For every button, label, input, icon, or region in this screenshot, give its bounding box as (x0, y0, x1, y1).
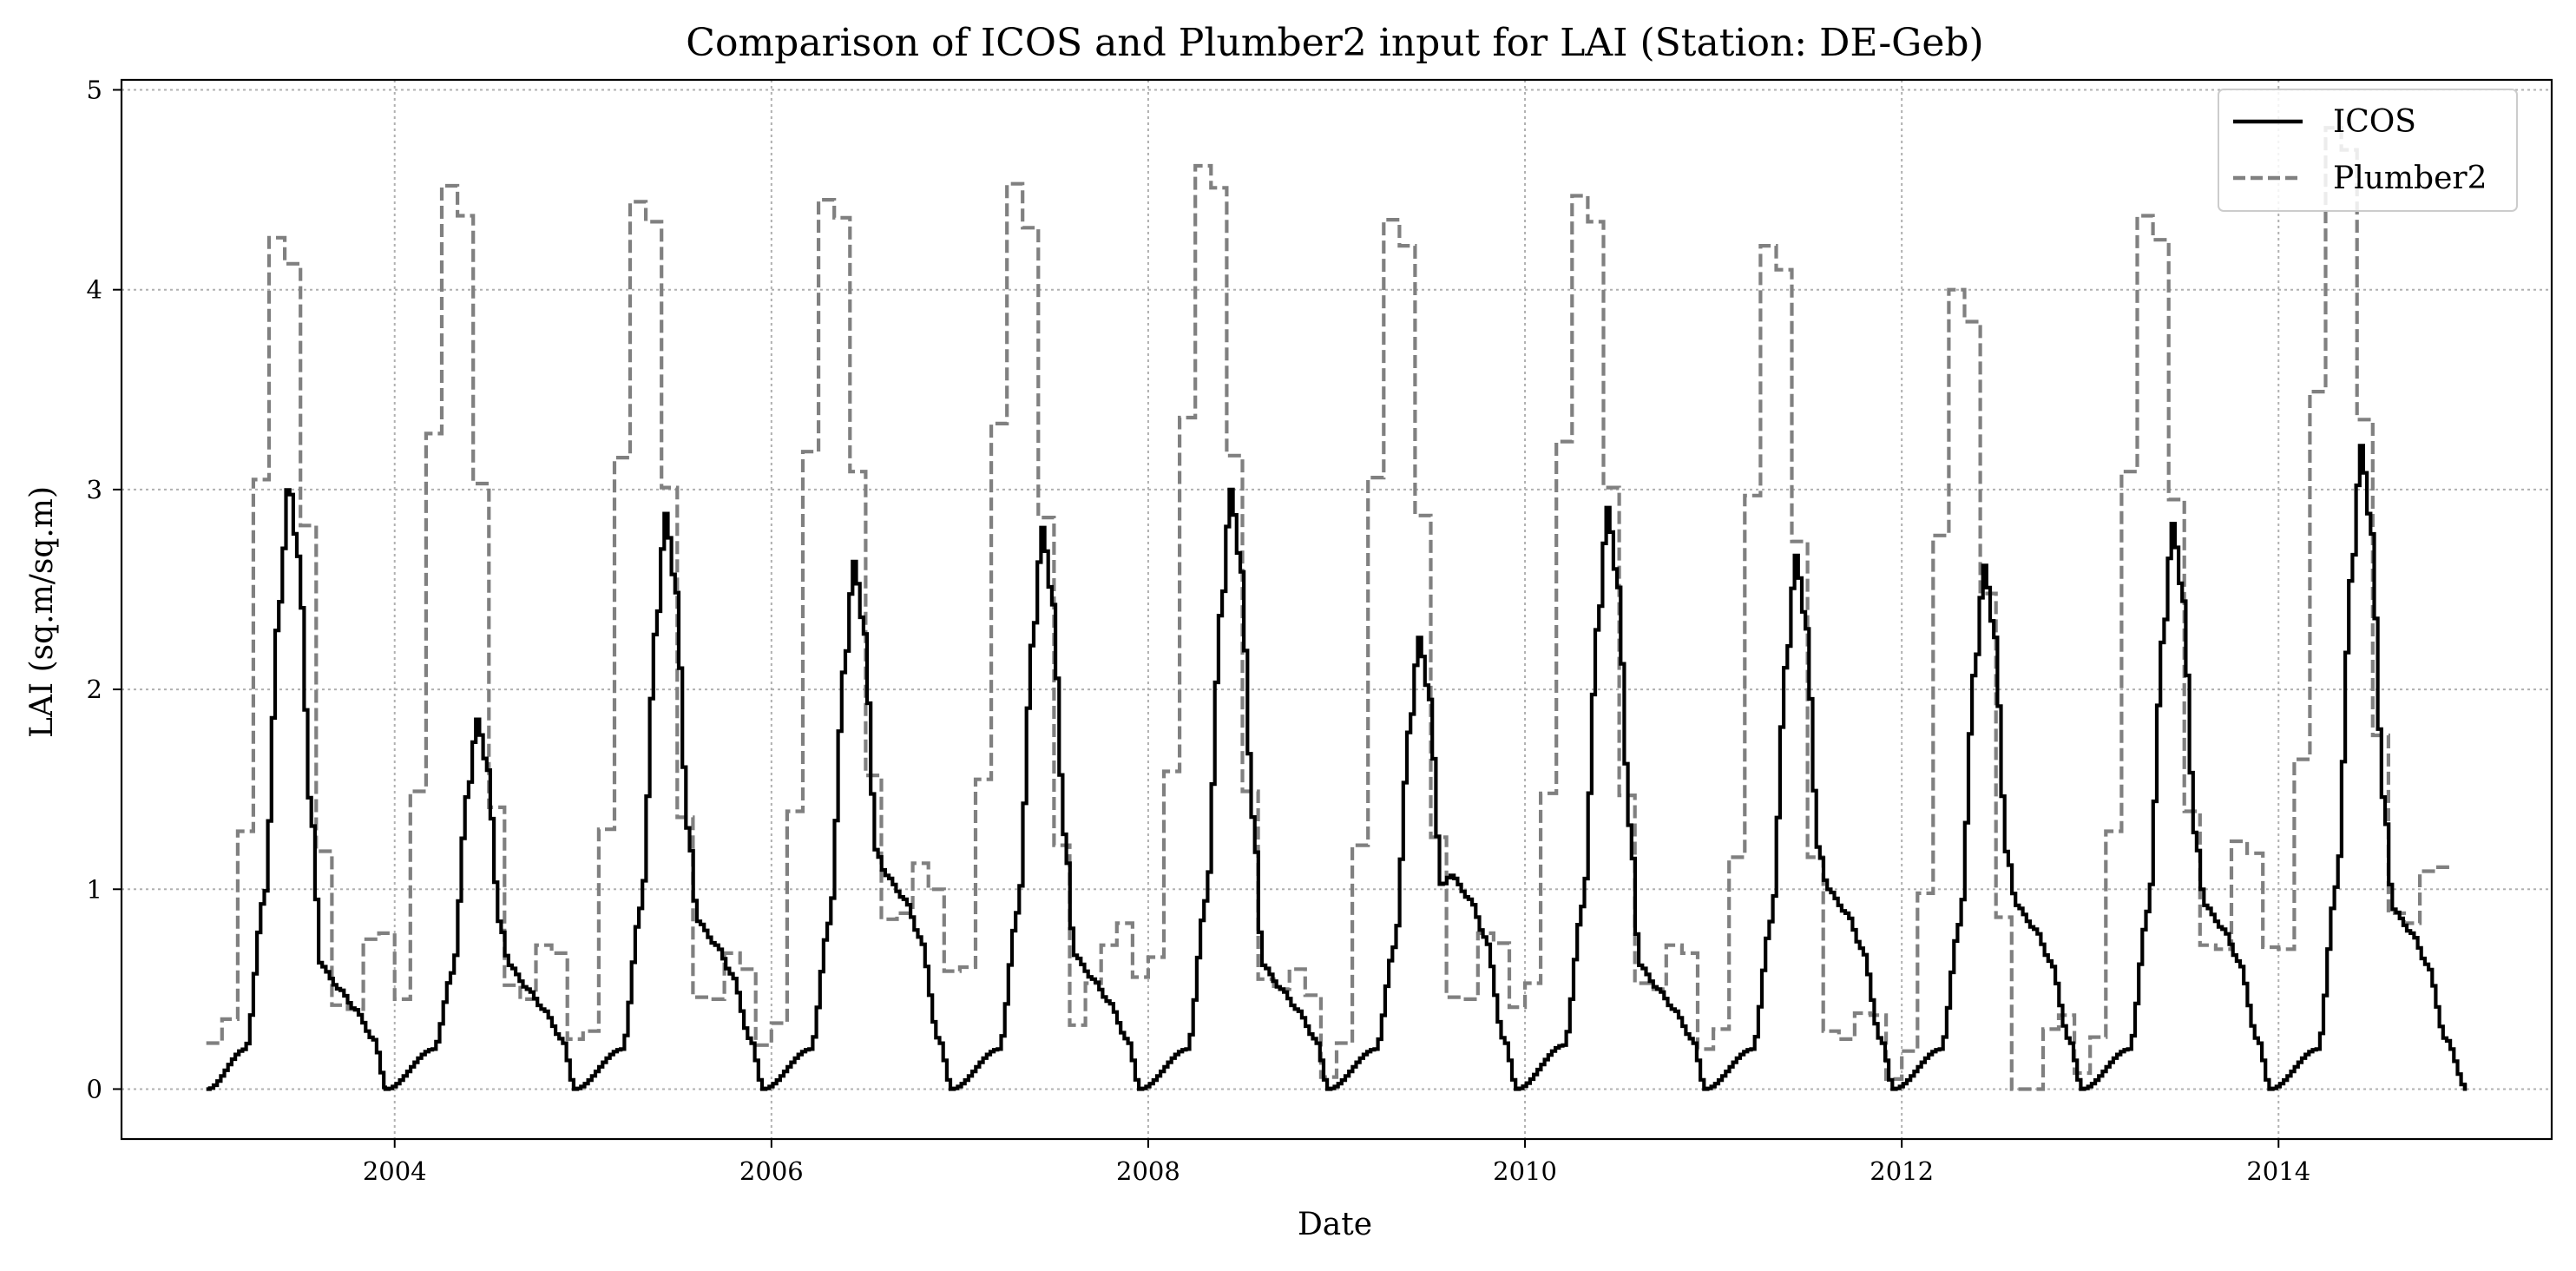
x-tick-label: 2004 (363, 1156, 427, 1186)
x-tick-label: 2014 (2246, 1156, 2310, 1186)
x-tick-label: 2012 (1870, 1156, 1934, 1186)
plot-area-frame (120, 78, 2553, 1141)
grid-lines (122, 80, 2552, 1139)
icos-series-line (206, 444, 2468, 1091)
y-tick-label: 4 (87, 275, 102, 305)
y-tick-label: 1 (87, 874, 102, 904)
y-axis-label: LAI (sq.m/sq.m) (24, 486, 60, 738)
axis-ticks: 2004 2006 2008 2010 2012 2014 0 1 2 3 4 5 (87, 76, 2311, 1186)
legend: ICOS Plumber2 (2218, 89, 2518, 212)
y-tick-label: 2 (87, 675, 102, 704)
chart-title: Comparison of ICOS and Plumber2 input fo… (686, 21, 1983, 65)
legend-plumber2-label: Plumber2 (2333, 161, 2487, 196)
x-axis-label: Date (1298, 1207, 1372, 1242)
series-layer (206, 126, 2468, 1091)
y-tick-label: 3 (87, 475, 102, 504)
x-tick-label: 2006 (739, 1156, 804, 1186)
x-tick-label: 2010 (1493, 1156, 1557, 1186)
y-tick-label: 5 (87, 76, 102, 105)
legend-icos-label: ICOS (2333, 104, 2416, 140)
x-tick-label: 2008 (1116, 1156, 1180, 1186)
y-tick-label: 0 (87, 1074, 102, 1103)
